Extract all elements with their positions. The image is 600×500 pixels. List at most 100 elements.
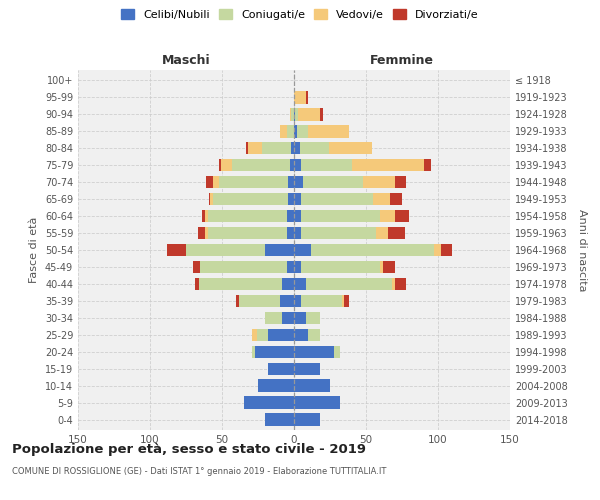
Bar (383, 260, 395, 274)
Bar (208, 210, 287, 222)
Bar (252, 346, 255, 358)
Bar (329, 142, 372, 154)
Bar (214, 192, 288, 205)
Bar (391, 192, 402, 205)
Bar (294, 158, 301, 172)
Bar (298, 108, 320, 120)
Bar (294, 244, 311, 256)
Bar (308, 328, 320, 342)
Bar (219, 176, 288, 188)
Bar (380, 260, 383, 274)
Bar (305, 278, 392, 290)
Bar (305, 91, 308, 104)
Bar (380, 210, 395, 222)
Bar (280, 125, 287, 138)
Bar (288, 176, 294, 188)
Bar (206, 176, 214, 188)
Bar (352, 158, 424, 172)
Bar (302, 176, 363, 188)
Bar (288, 192, 294, 205)
Bar (388, 226, 405, 239)
Bar (311, 244, 434, 256)
Bar (236, 294, 239, 308)
Bar (294, 362, 320, 375)
Bar (291, 108, 294, 120)
Text: Popolazione per età, sesso e stato civile - 2019: Popolazione per età, sesso e stato civil… (12, 442, 366, 456)
Bar (290, 108, 291, 120)
Bar (265, 312, 283, 324)
Bar (287, 210, 294, 222)
Bar (244, 396, 294, 409)
Bar (294, 142, 300, 154)
Bar (294, 91, 305, 104)
Bar (344, 294, 349, 308)
Bar (283, 278, 294, 290)
Bar (211, 192, 214, 205)
Bar (262, 142, 291, 154)
Bar (301, 260, 380, 274)
Bar (239, 294, 280, 308)
Bar (294, 380, 330, 392)
Bar (395, 176, 406, 188)
Bar (194, 278, 199, 290)
Bar (268, 362, 294, 375)
Bar (202, 210, 205, 222)
Bar (294, 108, 295, 120)
Bar (186, 244, 265, 256)
Bar (291, 142, 294, 154)
Bar (297, 125, 308, 138)
Bar (248, 142, 262, 154)
Bar (265, 414, 294, 426)
Bar (257, 328, 268, 342)
Bar (294, 294, 301, 308)
Bar (193, 260, 200, 274)
Bar (287, 125, 294, 138)
Bar (280, 294, 294, 308)
Bar (232, 158, 290, 172)
Bar (294, 328, 308, 342)
Bar (341, 294, 344, 308)
Bar (294, 346, 334, 358)
Bar (283, 312, 294, 324)
Text: COMUNE DI ROSSIGLIONE (GE) - Dati ISTAT 1° gennaio 2019 - Elaborazione TUTTITALI: COMUNE DI ROSSIGLIONE (GE) - Dati ISTAT … (12, 468, 386, 476)
Bar (294, 226, 301, 239)
Bar (167, 244, 186, 256)
Bar (294, 312, 305, 324)
Bar (294, 210, 301, 222)
Bar (255, 346, 294, 358)
Bar (295, 108, 298, 120)
Bar (265, 244, 294, 256)
Bar (268, 328, 294, 342)
Bar (294, 396, 340, 409)
Bar (301, 158, 352, 172)
Text: Maschi: Maschi (161, 54, 211, 66)
Bar (441, 244, 452, 256)
Bar (373, 192, 391, 205)
Bar (197, 226, 205, 239)
Bar (395, 210, 409, 222)
Bar (294, 414, 320, 426)
Bar (320, 108, 323, 120)
Bar (205, 210, 208, 222)
Bar (252, 328, 257, 342)
Text: Femmine: Femmine (370, 54, 434, 66)
Bar (301, 294, 341, 308)
Bar (208, 226, 287, 239)
Y-axis label: Anni di nascita: Anni di nascita (577, 209, 587, 291)
Bar (376, 226, 388, 239)
Bar (294, 125, 297, 138)
Bar (247, 142, 248, 154)
Bar (363, 176, 395, 188)
Bar (294, 192, 301, 205)
Bar (294, 176, 302, 188)
Bar (424, 158, 431, 172)
Bar (301, 210, 380, 222)
Bar (205, 226, 208, 239)
Bar (305, 312, 320, 324)
Legend: Celibi/Nubili, Coniugati/e, Vedovi/e, Divorziati/e: Celibi/Nubili, Coniugati/e, Vedovi/e, Di… (117, 5, 483, 24)
Bar (301, 192, 373, 205)
Y-axis label: Fasce di età: Fasce di età (29, 217, 39, 283)
Bar (334, 346, 340, 358)
Bar (434, 244, 441, 256)
Bar (221, 158, 232, 172)
